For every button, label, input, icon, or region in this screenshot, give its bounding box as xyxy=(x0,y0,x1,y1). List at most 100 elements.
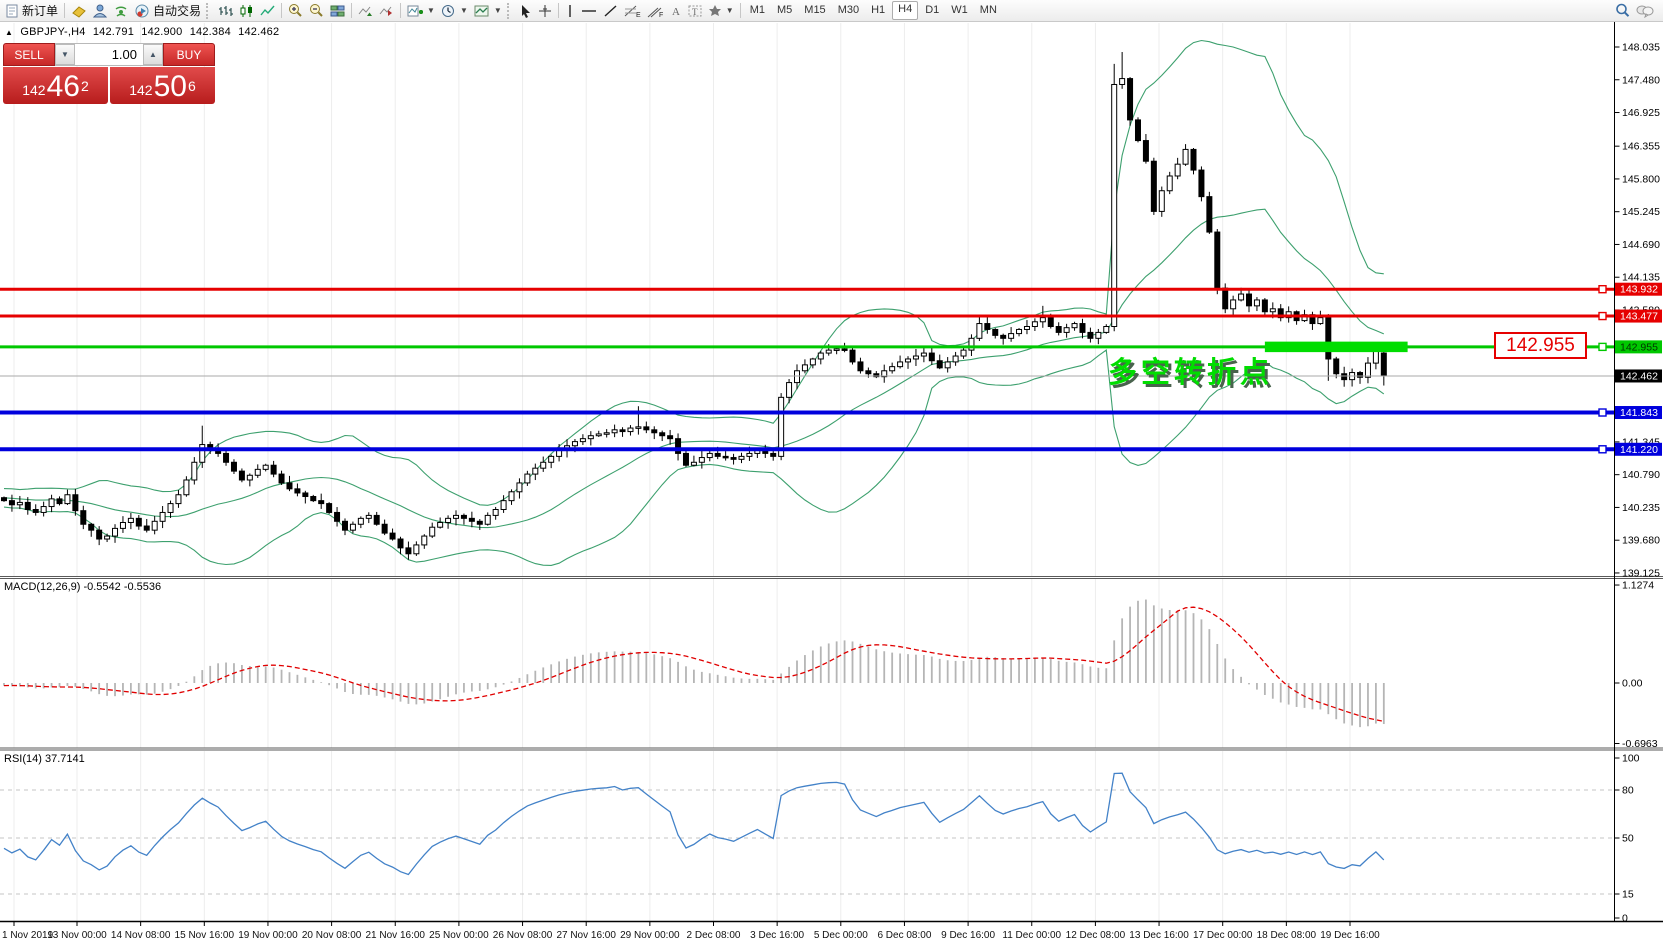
timeframe-m30[interactable]: M30 xyxy=(837,4,860,16)
time-axis-label: 25 Nov 00:00 xyxy=(429,930,489,941)
buy-price-sup: 6 xyxy=(187,78,196,94)
timeframe-m15[interactable]: M15 xyxy=(804,4,826,16)
line-handles[interactable] xyxy=(1583,285,1614,454)
time-axis-label: 3 Dec 16:00 xyxy=(750,930,804,941)
indicators-button[interactable]: ▼ xyxy=(404,1,438,21)
autotrading-button[interactable]: 自动交易 xyxy=(132,1,204,21)
profile-icon xyxy=(93,4,108,18)
ohlc-open: 142.791 xyxy=(92,26,135,38)
sell-button[interactable]: SELL xyxy=(3,43,55,66)
auto-scroll-icon xyxy=(358,4,373,18)
trendline-icon xyxy=(603,4,618,18)
svg-text:0: 0 xyxy=(1622,913,1628,925)
timeframe-h1[interactable]: H1 xyxy=(871,4,886,16)
buy-button[interactable]: BUY xyxy=(163,43,215,66)
sell-price-display[interactable]: 142 46 2 xyxy=(3,67,108,104)
sell-price-prefix: 142 xyxy=(22,82,46,98)
svg-text:145.800: 145.800 xyxy=(1622,173,1660,185)
arrows-caret-icon: ▼ xyxy=(725,6,734,15)
macd-axis[interactable]: 1.1274 0.00 -0.6963 xyxy=(1614,580,1658,750)
time-axis-label: 1 Nov 2019 xyxy=(2,930,54,941)
ticket-button[interactable] xyxy=(68,1,90,21)
hline-handle[interactable] xyxy=(1598,408,1607,417)
crosshair-button[interactable] xyxy=(535,1,555,21)
indicators-caret-icon: ▼ xyxy=(427,6,435,15)
svg-text:80: 80 xyxy=(1622,785,1634,797)
ohlc-high: 142.900 xyxy=(141,26,183,38)
chat-button[interactable] xyxy=(1633,1,1657,21)
tile-windows-button[interactable] xyxy=(327,1,348,21)
toolbar-separator xyxy=(281,3,283,18)
auto-scroll-button[interactable] xyxy=(355,1,376,21)
zoom-in-icon xyxy=(288,3,303,18)
price-axis[interactable]: 148.035 147.480 146.925 146.355 145.800 145.2… xyxy=(1614,42,1663,580)
label-button[interactable]: T xyxy=(685,1,705,21)
sell-price-sup: 2 xyxy=(80,78,89,94)
volume-decrease-button[interactable]: ▼ xyxy=(55,44,75,65)
line-chart-button[interactable] xyxy=(257,1,278,21)
svg-text:140.790: 140.790 xyxy=(1622,469,1660,481)
symbol-marker-icon: ▲ xyxy=(5,28,14,37)
toolbar-separator xyxy=(64,3,66,18)
buy-price-display[interactable]: 142 50 6 xyxy=(110,67,215,104)
pane-borders xyxy=(0,22,1663,923)
line-chart-icon xyxy=(260,4,275,18)
timeframe-h4[interactable]: H4 xyxy=(892,1,919,20)
svg-text:T: T xyxy=(692,7,698,17)
cursor-button[interactable] xyxy=(516,1,535,21)
search-button[interactable] xyxy=(1612,1,1633,21)
timeframe-d1[interactable]: D1 xyxy=(925,4,940,16)
svg-text:A: A xyxy=(672,6,680,18)
templates-button[interactable]: ▼ xyxy=(471,1,505,21)
highlight-zone[interactable] xyxy=(1264,341,1408,353)
fibonacci-button[interactable]: E xyxy=(621,1,644,21)
svg-text:142.462: 142.462 xyxy=(1620,370,1658,382)
timeframe-m1[interactable]: M1 xyxy=(749,4,765,16)
chart-shift-button[interactable] xyxy=(376,1,397,21)
svg-text:50: 50 xyxy=(1622,833,1634,845)
support-zone-highlight[interactable] xyxy=(1264,341,1408,353)
time-axis-label: 14 Nov 08:00 xyxy=(111,930,171,941)
timeframe-mn[interactable]: MN xyxy=(979,4,997,16)
hline-handle[interactable] xyxy=(1598,311,1607,321)
svg-text:143.932: 143.932 xyxy=(1620,284,1658,296)
arrows-button[interactable]: ▼ xyxy=(705,1,737,21)
zoom-out-button[interactable] xyxy=(306,1,327,21)
new-order-button[interactable]: 新订单 xyxy=(2,1,61,21)
templates-caret-icon: ▼ xyxy=(493,6,502,15)
zoom-in-button[interactable] xyxy=(285,1,306,21)
volume-input[interactable]: 1.00 xyxy=(111,47,137,62)
signal-button[interactable] xyxy=(111,1,132,21)
trendline-button[interactable] xyxy=(600,1,621,21)
profile-button[interactable] xyxy=(90,1,111,21)
hline-handle[interactable] xyxy=(1598,342,1607,352)
horizontal-line-button[interactable] xyxy=(578,1,600,21)
time-axis-label: 26 Nov 08:00 xyxy=(493,930,553,941)
hline-handle[interactable] xyxy=(1598,445,1607,454)
channel-button[interactable]: F xyxy=(644,1,667,21)
svg-text:100: 100 xyxy=(1622,753,1640,765)
ohlc-close: 142.462 xyxy=(238,26,280,38)
periods-button[interactable]: ▼ xyxy=(438,1,471,21)
candlestick-chart-button[interactable] xyxy=(236,1,257,21)
text-button[interactable]: A xyxy=(667,1,685,21)
vertical-line-button[interactable] xyxy=(562,1,578,21)
search-icon xyxy=(1615,3,1630,18)
svg-text:144.690: 144.690 xyxy=(1622,239,1660,251)
time-axis-label: 27 Nov 16:00 xyxy=(556,930,616,941)
bar-chart-button[interactable] xyxy=(215,1,236,21)
svg-text:E: E xyxy=(636,12,641,18)
rsi-axis[interactable]: 100 80 50 15 0 xyxy=(1614,753,1640,925)
volume-increase-button[interactable]: ▲ xyxy=(143,44,163,65)
clock-icon xyxy=(441,4,456,18)
hline-handle[interactable] xyxy=(1598,285,1607,294)
toolbar-separator xyxy=(351,3,353,18)
svg-text:141.843: 141.843 xyxy=(1620,407,1658,419)
volume-control: ▼ 1.00 ▲ xyxy=(55,43,163,66)
timeframe-w1[interactable]: W1 xyxy=(951,4,968,16)
timeframe-m5[interactable]: M5 xyxy=(777,4,793,16)
toolbar-grip xyxy=(206,2,213,19)
channel-icon: F xyxy=(647,4,664,18)
